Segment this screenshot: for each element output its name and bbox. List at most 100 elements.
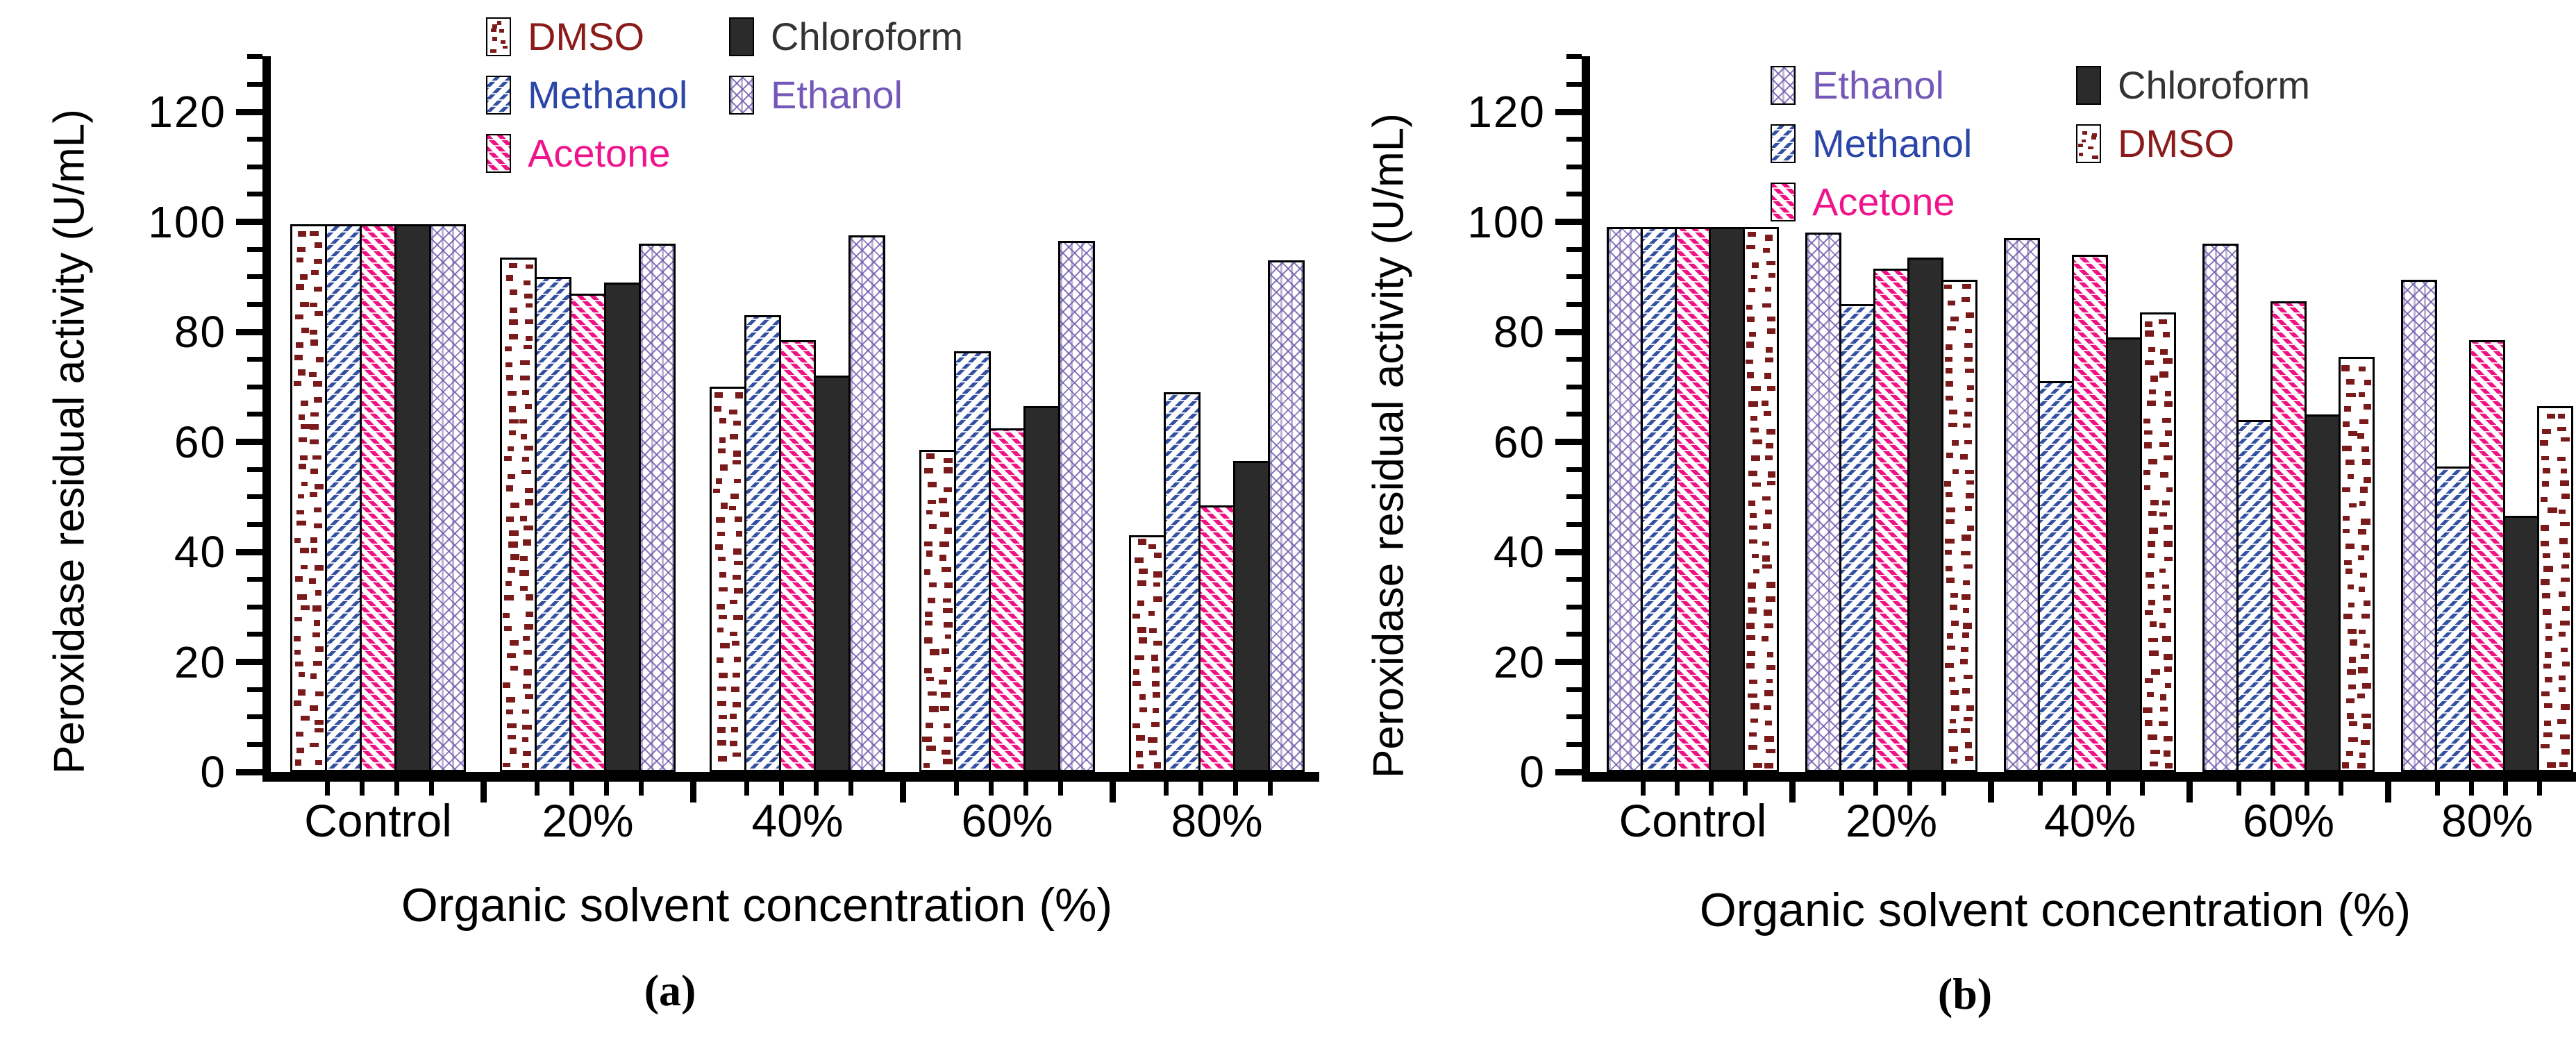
dmso-pattern-dot <box>509 640 519 646</box>
dmso-pattern-dot <box>1762 496 1771 501</box>
y-axis-minor-tick <box>1566 137 1582 142</box>
dmso-pattern-dot <box>505 516 514 523</box>
dmso-pattern-dot <box>1749 526 1758 530</box>
dmso-pattern-dot <box>730 631 738 637</box>
dmso-pattern-dot <box>526 612 533 617</box>
y-axis-minor-tick <box>247 632 262 637</box>
y-axis-minor-tick <box>1566 577 1582 582</box>
dmso-pattern-dot <box>941 749 951 755</box>
dmso-pattern-dot <box>310 412 319 417</box>
dmso-pattern-dot <box>2148 637 2159 642</box>
dmso-pattern-dot <box>731 641 740 646</box>
dmso-pattern-dot <box>510 554 520 561</box>
dmso-pattern-dot <box>2087 146 2093 150</box>
y-axis-minor-tick <box>247 301 262 307</box>
dmso-pattern-dot <box>2543 565 2554 572</box>
dmso-pattern-dot <box>1945 539 1955 544</box>
dmso-pattern-dot <box>2164 735 2173 742</box>
dmso-pattern-dot <box>2148 510 2157 516</box>
dmso-pattern-dot <box>2347 628 2357 634</box>
dmso-pattern-dot <box>2559 762 2568 767</box>
x-axis-minor-tick <box>1058 782 1063 796</box>
dmso-pattern-dot <box>1966 397 1973 403</box>
dmso-pattern-dot <box>520 360 530 365</box>
dmso-pattern-dot <box>1965 312 1974 318</box>
dmso-pattern-dot <box>2347 669 2357 675</box>
dmso-pattern-dot <box>1945 519 1955 524</box>
dmso-pattern-dot <box>942 598 952 603</box>
dmso-pattern-dot <box>1768 272 1775 278</box>
dmso-pattern-dot <box>2360 487 2368 493</box>
dmso-pattern-dot <box>1944 284 1952 289</box>
x-axis-major-tick <box>689 782 696 802</box>
dmso-pattern-dot <box>1767 385 1775 391</box>
dmso-pattern-dot <box>294 575 303 582</box>
dmso-pattern-dot <box>713 488 720 493</box>
dmso-pattern-dot <box>1767 471 1775 478</box>
x-axis-title-a: Organic solvent concentration (%) <box>401 879 1113 932</box>
dmso-pattern-dot <box>2343 613 2353 620</box>
dmso-pattern-dot <box>729 505 737 510</box>
x-axis-major-tick <box>1109 782 1116 802</box>
dmso-pattern-dot <box>1947 300 1956 306</box>
dmso-pattern-dot <box>2343 560 2352 565</box>
dmso-pattern-dot <box>2542 468 2551 474</box>
dmso-pattern-dot <box>2164 541 2173 547</box>
dmso-pattern-dot <box>2559 510 2566 514</box>
y-axis-major-tick <box>1555 659 1582 665</box>
x-axis-category-label: 40% <box>751 795 844 846</box>
dmso-pattern-dot <box>2147 401 2156 407</box>
dmso-pattern-dot <box>523 344 533 350</box>
y-axis-minor-tick <box>1566 632 1582 637</box>
dmso-pattern-dot <box>1960 646 1969 652</box>
x-axis-category-label: 60% <box>2242 795 2335 846</box>
bar-acetone-control <box>360 224 396 772</box>
dmso-pattern-dot <box>1751 553 1759 559</box>
dmso-pattern-dot <box>2164 556 2173 561</box>
dmso-pattern-dot <box>1952 469 1959 475</box>
bar-methanol-control <box>325 224 362 772</box>
dmso-pattern-dot <box>1762 635 1768 642</box>
dmso-pattern-dot <box>521 709 530 714</box>
dmso-pattern-dot <box>1946 577 1955 583</box>
dmso-pattern-dot <box>940 511 949 518</box>
dmso-pattern-dot <box>2159 442 2169 448</box>
dmso-pattern-dot <box>1763 411 1772 417</box>
dmso-pattern-dot <box>719 418 726 424</box>
dmso-pattern-dot <box>943 667 952 672</box>
dmso-pattern-dot <box>1948 676 1955 682</box>
dmso-pattern-dot <box>1961 594 1971 600</box>
dmso-pattern-dot <box>735 531 743 537</box>
dmso-pattern-dot <box>2078 143 2083 147</box>
bar-ethanol-20% <box>639 244 676 772</box>
dmso-pattern-dot <box>717 739 727 746</box>
dmso-pattern-dot <box>2159 721 2168 727</box>
y-axis-tick-label: 0 <box>200 747 226 797</box>
y-axis-minor-tick <box>1566 604 1582 610</box>
dmso-pattern-dot <box>293 635 301 642</box>
y-axis-minor-tick <box>1566 357 1582 362</box>
legend-swatch-acetone <box>1771 183 1796 221</box>
dmso-pattern-dot <box>499 28 505 33</box>
dmso-pattern-dot <box>923 541 932 546</box>
dmso-pattern-dot <box>715 544 724 550</box>
dmso-pattern-dot <box>926 453 935 460</box>
dmso-pattern-dot <box>1945 357 1952 362</box>
dmso-pattern-dot <box>1746 650 1755 656</box>
y-axis-major-tick <box>236 108 262 115</box>
dmso-pattern-dot <box>2541 428 2552 435</box>
dmso-pattern-dot <box>1766 443 1773 448</box>
dmso-pattern-dot <box>1148 611 1155 616</box>
dmso-pattern-dot <box>1962 632 1969 639</box>
dmso-pattern-dot <box>1753 763 1762 768</box>
dmso-pattern-dot <box>733 450 741 457</box>
dmso-pattern-dot <box>923 762 930 768</box>
dmso-pattern-dot <box>314 507 322 513</box>
dmso-pattern-dot <box>1951 758 1958 764</box>
dmso-pattern-dot <box>1748 500 1755 507</box>
dmso-pattern-dot <box>1948 423 1958 428</box>
dmso-pattern-dot <box>2342 516 2350 521</box>
dmso-pattern-dot <box>310 439 319 444</box>
dmso-pattern-dot <box>299 455 308 460</box>
